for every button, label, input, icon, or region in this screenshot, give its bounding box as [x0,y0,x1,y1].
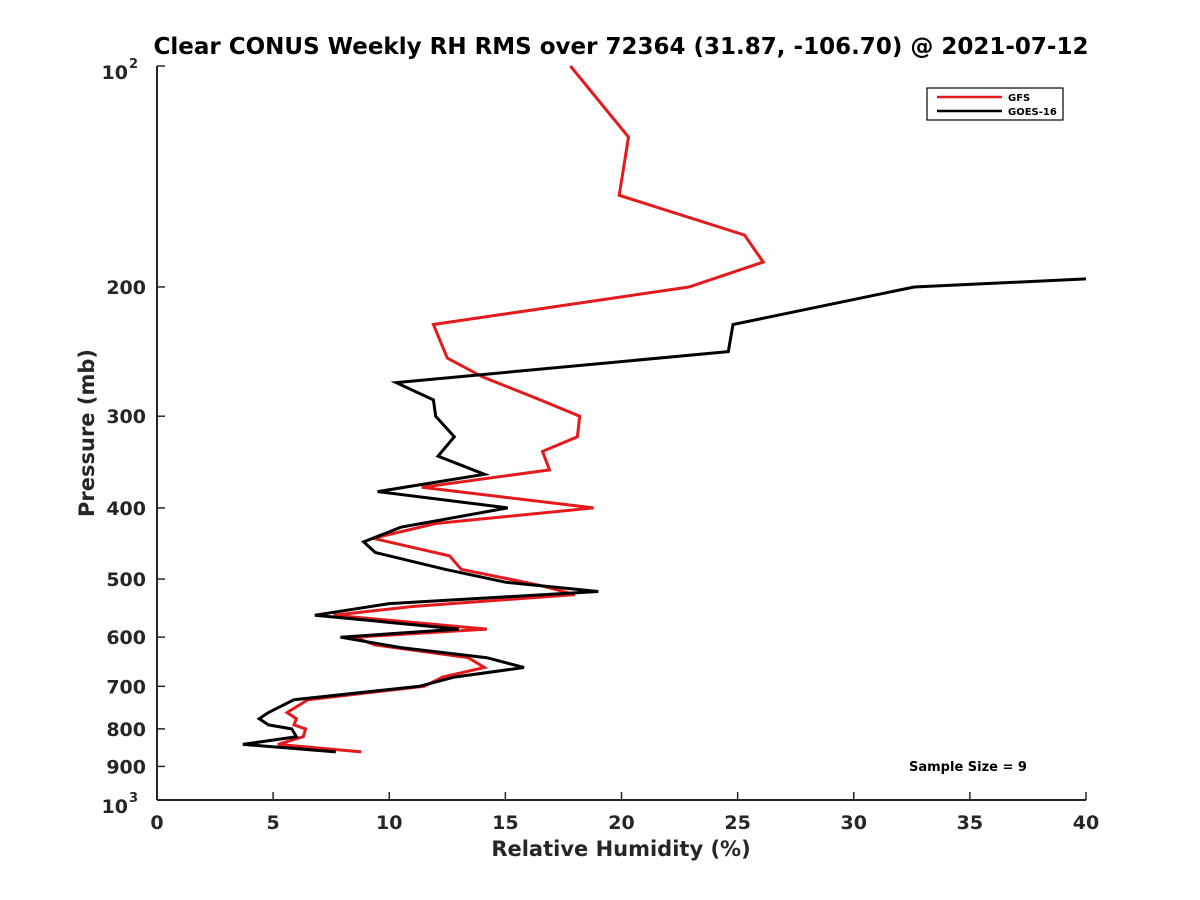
chart-title: Clear CONUS Weekly RH RMS over 72364 (31… [154,34,1089,60]
y-tick-label: 800 [106,719,146,741]
legend-box [926,87,1064,121]
x-tick-label: 0 [150,812,163,834]
y-tick-label: 600 [106,627,146,649]
x-tick-label: 5 [267,812,280,834]
x-tick-label: 10 [376,812,402,834]
series-layer [242,65,1087,754]
y-tick-label: 900 [106,756,146,778]
x-tick-label: 20 [608,812,634,834]
x-axis-title: Relative Humidity (%) [491,837,750,861]
y-tick-label: 10 [102,62,128,84]
y-tick-label: 700 [106,676,146,698]
x-tick-label: 15 [492,812,518,834]
x-tick-label: 25 [724,812,750,834]
y-tick-label: 10 [102,796,128,818]
legend-label-goes16: GOES-16 [1008,107,1057,118]
y-tick-label: 300 [106,406,146,428]
x-tick-label: 30 [841,812,867,834]
legend-label-gfs: GFS [1008,93,1030,104]
legend: GFS GOES-16 [926,87,1064,121]
y-tick-exponent: 2 [129,57,138,72]
y-tick-exponent: 3 [129,791,138,806]
y-tick-label: 200 [106,277,146,299]
y-tick-label: 400 [106,498,146,520]
series-line-gfs [277,65,766,754]
series-line-goes16 [242,277,1087,754]
x-axis-ticks: 0 5 10 15 20 25 30 35 40 [150,792,1099,834]
y-tick-label: 500 [106,569,146,591]
y-axis-title: Pressure (mb) [75,349,99,517]
x-tick-label: 40 [1073,812,1099,834]
x-tick-label: 35 [957,812,983,834]
sample-size-annotation: Sample Size = 9 [909,760,1027,775]
